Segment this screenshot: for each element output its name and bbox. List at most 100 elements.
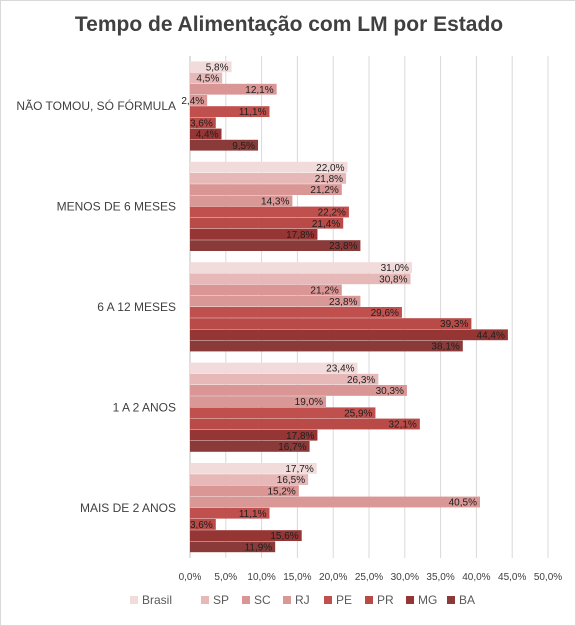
data-label: 30,8% <box>379 274 407 285</box>
x-tick-label: 45,0% <box>498 572 526 583</box>
data-label: 3,6% <box>190 520 213 531</box>
bar <box>190 128 222 140</box>
data-label: 17,8% <box>286 431 314 442</box>
data-label: 17,8% <box>286 230 314 241</box>
data-label: 11,9% <box>245 542 273 553</box>
data-label: 19,0% <box>295 397 323 408</box>
data-label: 26,3% <box>347 375 375 386</box>
data-label: 29,6% <box>371 308 399 319</box>
data-label: 4,5% <box>196 74 219 85</box>
legend-entry: MG <box>418 593 437 607</box>
data-label: 12,1% <box>245 85 273 96</box>
bar <box>190 139 259 151</box>
data-label: 11,1% <box>239 107 267 118</box>
bar <box>190 72 223 84</box>
data-label: 31,0% <box>381 263 409 274</box>
data-label: 16,5% <box>277 475 305 486</box>
bar <box>190 385 407 396</box>
data-label: 3,6% <box>190 118 213 129</box>
legend-entry: SC <box>254 593 271 607</box>
data-label: 30,3% <box>376 386 404 397</box>
x-tick-label: 15,0% <box>283 572 311 583</box>
bar <box>190 206 349 218</box>
x-tick-label: 10,0% <box>247 572 275 583</box>
bar <box>190 340 463 352</box>
bar <box>190 429 318 441</box>
bar <box>190 441 310 452</box>
legend-swatch <box>130 596 138 604</box>
legend-swatch <box>324 596 332 604</box>
data-label: 15,2% <box>267 486 295 497</box>
legend-entry: SP <box>213 593 229 607</box>
bar <box>190 184 342 195</box>
x-tick-label: 5,0% <box>214 572 237 583</box>
data-label: 22,0% <box>316 163 344 174</box>
category-label: MENOS DE 6 MESES <box>57 200 176 214</box>
data-label: 2,4% <box>181 96 204 107</box>
category-label: 6 A 12 MESES <box>97 300 176 314</box>
chart-title: Tempo de Alimentação com LM por Estado <box>74 13 504 36</box>
x-tick-label: 40,0% <box>462 572 490 583</box>
data-label: 21,2% <box>310 185 338 196</box>
bar <box>190 117 216 129</box>
data-label: 23,8% <box>329 297 357 308</box>
category-label: 1 A 2 ANOS <box>113 400 176 414</box>
data-label: 23,4% <box>326 364 354 375</box>
bar <box>190 474 309 485</box>
legend-swatch <box>447 596 455 604</box>
bar <box>190 161 348 173</box>
data-label: 4,4% <box>196 130 219 141</box>
data-label: 5,8% <box>206 62 229 73</box>
bar <box>190 229 318 240</box>
data-label: 32,1% <box>388 420 416 431</box>
bar <box>190 273 411 285</box>
data-label: 9,5% <box>232 141 255 152</box>
bar <box>190 329 508 341</box>
legend-entry: BA <box>459 593 475 607</box>
legend-swatch <box>406 596 414 604</box>
bar <box>190 106 270 117</box>
category-label: NÃO TOMOU, SÓ FÓRMULA <box>16 98 176 113</box>
bar <box>190 240 361 251</box>
x-tick-label: 50,0% <box>534 572 562 583</box>
bar <box>190 195 293 207</box>
data-label: 39,3% <box>440 319 468 330</box>
legend-swatch <box>365 596 373 604</box>
data-label: 38,1% <box>431 342 459 353</box>
data-label: 11,1% <box>239 509 267 520</box>
bar <box>190 295 361 307</box>
bar <box>190 463 317 474</box>
bar <box>190 418 420 430</box>
data-label: 16,7% <box>278 442 306 453</box>
legend-entry: RJ <box>295 593 310 607</box>
data-label: 15,6% <box>270 531 298 542</box>
data-label: 22,2% <box>318 208 346 219</box>
bar <box>190 541 276 553</box>
data-label: 17,7% <box>285 464 313 475</box>
bar <box>190 507 270 519</box>
data-label: 21,4% <box>312 219 340 230</box>
category-label: MAIS DE 2 ANOS <box>80 501 176 515</box>
x-tick-label: 35,0% <box>426 572 454 583</box>
data-label: 14,3% <box>261 196 289 207</box>
bar <box>190 61 232 73</box>
legend-entry: Brasil <box>142 593 172 607</box>
bar <box>190 485 299 497</box>
legend-entry: PE <box>336 593 352 607</box>
data-label: 44,4% <box>477 330 505 341</box>
data-label: 40,5% <box>449 498 477 509</box>
x-tick-label: 30,0% <box>391 572 419 583</box>
legend-entry: PR <box>377 593 394 607</box>
legend-swatch <box>242 596 250 604</box>
bar <box>190 396 327 407</box>
bar <box>190 362 358 374</box>
bar <box>190 519 216 530</box>
x-tick-label: 25,0% <box>355 572 383 583</box>
bar <box>190 217 344 229</box>
bar <box>190 262 412 273</box>
bar <box>190 318 472 329</box>
bar <box>190 284 342 296</box>
x-tick-label: 20,0% <box>319 572 347 583</box>
data-label: 21,8% <box>315 174 343 185</box>
